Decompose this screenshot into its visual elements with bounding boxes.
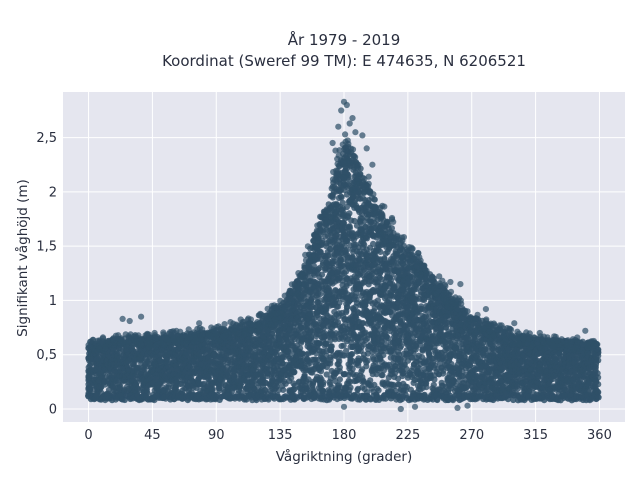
- data-point: [367, 377, 374, 384]
- data-point: [336, 376, 343, 383]
- data-point: [280, 386, 287, 393]
- data-point: [375, 387, 382, 394]
- chart-subtitle: Koordinat (Sweref 99 TM): E 474635, N 62…: [162, 52, 526, 70]
- data-point: [388, 225, 395, 232]
- data-point: [317, 291, 324, 298]
- data-point: [297, 351, 304, 358]
- data-point: [397, 343, 405, 350]
- data-point: [360, 240, 367, 247]
- data-point: [337, 193, 345, 200]
- data-point: [359, 378, 366, 385]
- data-point: [329, 194, 336, 201]
- data-point: [345, 223, 352, 230]
- data-point: [318, 376, 325, 383]
- chart-title: År 1979 - 2019: [288, 30, 401, 49]
- data-point: [288, 374, 295, 382]
- data-point: [364, 357, 371, 364]
- data-point: [336, 364, 343, 371]
- data-point: [346, 210, 353, 217]
- data-point: [237, 383, 244, 390]
- data-point: [209, 385, 216, 392]
- data-point: [423, 380, 430, 387]
- data-point: [285, 348, 292, 355]
- data-points: [85, 98, 602, 413]
- data-point: [328, 346, 335, 354]
- data-point: [430, 381, 437, 389]
- data-point: [363, 253, 370, 260]
- data-point: [366, 294, 373, 301]
- data-point: [343, 307, 350, 314]
- data-point: [291, 369, 298, 376]
- data-point: [363, 363, 370, 370]
- data-point: [325, 253, 332, 260]
- data-point: [329, 258, 336, 265]
